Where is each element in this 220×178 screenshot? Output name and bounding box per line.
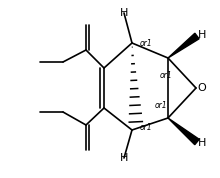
Text: H: H <box>120 8 128 18</box>
Text: H: H <box>198 138 206 148</box>
Text: O: O <box>198 83 206 93</box>
Polygon shape <box>168 33 199 58</box>
Text: or1: or1 <box>160 72 173 80</box>
Text: H: H <box>120 153 128 163</box>
Text: or1: or1 <box>155 101 168 111</box>
Text: or1: or1 <box>140 40 153 48</box>
Polygon shape <box>168 118 199 145</box>
Text: or1: or1 <box>140 124 153 132</box>
Text: H: H <box>198 30 206 40</box>
